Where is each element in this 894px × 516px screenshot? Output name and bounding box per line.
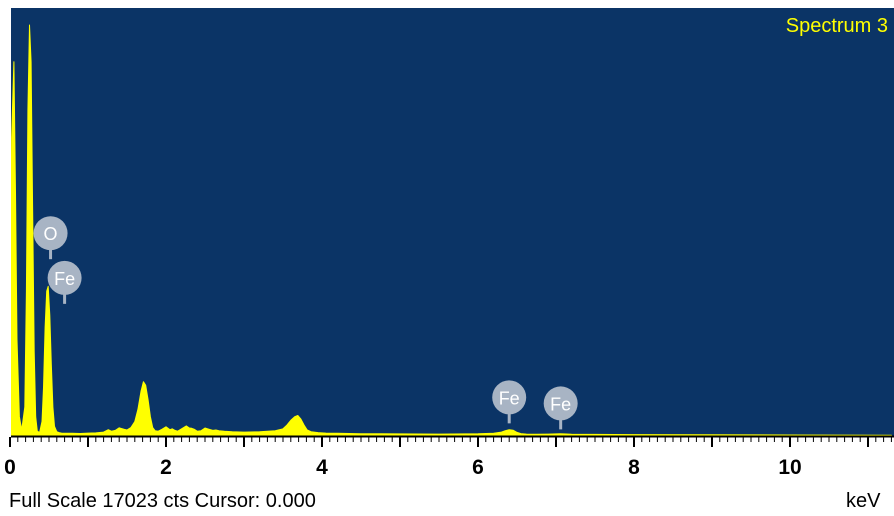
- element-markers: O Fe Fe Fe: [33, 216, 578, 430]
- marker-label: Fe: [550, 394, 571, 414]
- x-tick-label: 0: [4, 456, 16, 479]
- footer-status: Full Scale 17023 cts Cursor: 0.000: [9, 490, 316, 512]
- x-tick-label: 8: [628, 456, 640, 479]
- element-marker-fe: Fe: [492, 380, 527, 424]
- x-tick-label: 6: [472, 456, 484, 479]
- x-axis-ticks: 0 2 4 6 8 10: [4, 437, 892, 479]
- marker-bubble: [543, 386, 578, 421]
- element-marker-fe: Fe: [47, 260, 82, 304]
- spectrum-series-0: [9, 24, 892, 437]
- plot-background: [10, 8, 894, 436]
- spectrum-layer: [9, 24, 892, 437]
- spectrum-title: Spectrum 3: [786, 15, 888, 37]
- marker-bubble: [492, 380, 527, 415]
- x-tick-label: 2: [160, 456, 172, 479]
- element-marker-o: O: [33, 216, 68, 260]
- element-marker-fe: Fe: [543, 386, 578, 430]
- x-tick-label: 4: [316, 456, 328, 479]
- footer-unit: keV: [846, 490, 881, 512]
- marker-label: O: [44, 224, 58, 244]
- marker-bubble: [33, 216, 68, 251]
- marker-label: Fe: [499, 388, 520, 408]
- x-tick-label: 10: [778, 456, 801, 479]
- marker-bubble: [47, 260, 82, 295]
- marker-label: Fe: [54, 269, 75, 289]
